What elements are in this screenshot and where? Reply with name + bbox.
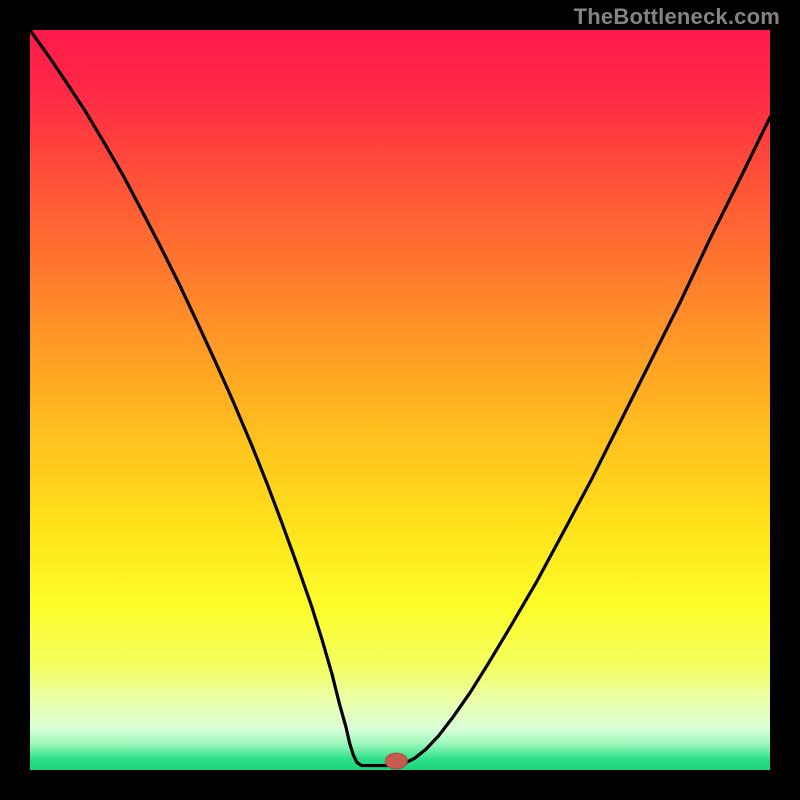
optimum-marker xyxy=(385,753,407,769)
plot-background xyxy=(30,30,770,770)
chart-svg xyxy=(0,0,800,800)
chart-frame: TheBottleneck.com xyxy=(0,0,800,800)
watermark-text: TheBottleneck.com xyxy=(574,4,780,30)
